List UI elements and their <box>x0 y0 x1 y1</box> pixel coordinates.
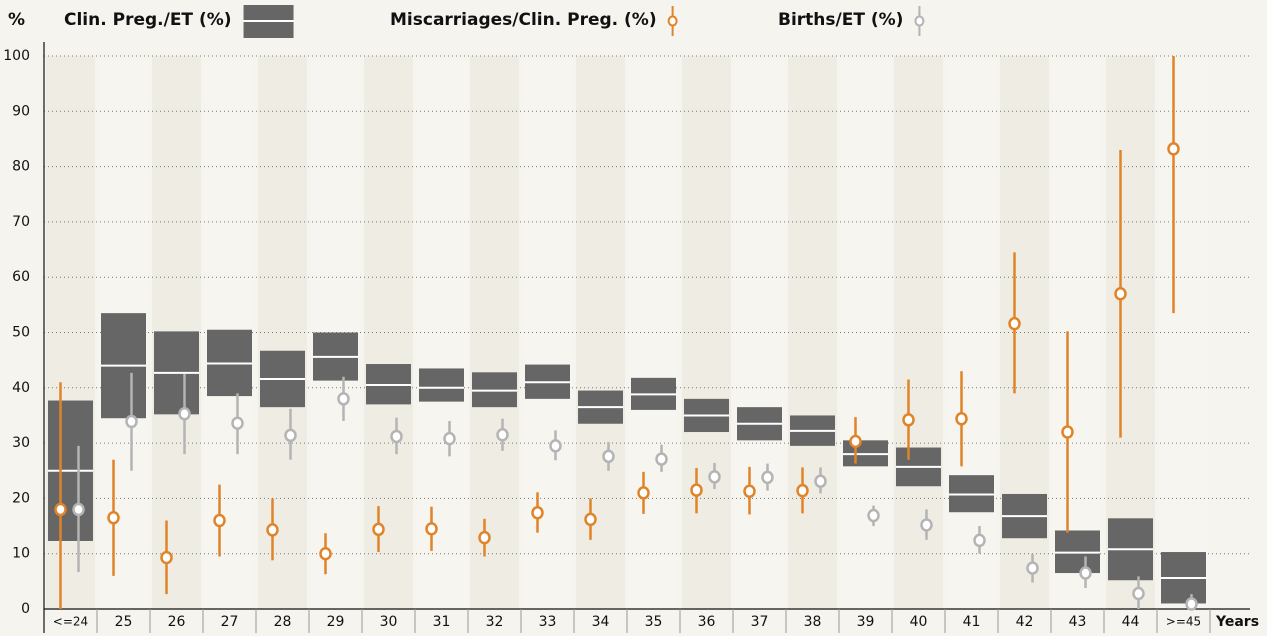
column-band <box>1106 56 1155 609</box>
point <box>425 522 438 536</box>
legend-swatch-point <box>914 15 925 27</box>
point <box>973 533 986 548</box>
point <box>690 483 703 497</box>
x-tick-label: <=24 <box>53 615 88 629</box>
x-tick-label: 33 <box>539 614 557 630</box>
point <box>284 428 297 443</box>
column-band <box>735 56 784 609</box>
point <box>955 412 968 426</box>
point <box>1008 316 1021 331</box>
point <box>814 474 827 489</box>
legend-label: Clin. Preg./ET (%) <box>64 10 232 30</box>
x-tick-label: 44 <box>1122 614 1140 630</box>
legend-label: Births/ET (%) <box>778 10 903 30</box>
point <box>231 416 244 430</box>
y-tick-label: 70 <box>12 214 30 230</box>
y-tick-label: 50 <box>12 325 30 341</box>
x-tick-label: 27 <box>221 614 239 630</box>
point <box>1167 142 1180 156</box>
point <box>602 449 615 464</box>
point <box>849 434 862 449</box>
y-tick-label: 100 <box>3 48 30 64</box>
x-tick-label: 37 <box>751 614 769 630</box>
column-band <box>682 56 731 609</box>
column-band <box>258 56 307 609</box>
x-tick-label: 25 <box>115 614 133 630</box>
point <box>1026 561 1039 575</box>
x-axis-label: Years <box>1215 614 1259 630</box>
ci-box <box>419 368 464 402</box>
x-tick-label: 36 <box>698 614 716 630</box>
point <box>372 522 385 537</box>
x-tick-label: 39 <box>857 614 875 630</box>
y-tick-label: 80 <box>12 159 30 175</box>
point <box>1079 566 1092 580</box>
column-band <box>417 56 466 609</box>
point <box>496 428 509 442</box>
point <box>531 506 544 520</box>
point <box>390 429 403 444</box>
y-tick-label: 90 <box>12 103 30 119</box>
point <box>584 512 597 527</box>
x-tick-label: 29 <box>327 614 345 630</box>
column-band <box>1159 56 1208 609</box>
x-tick-label: 30 <box>380 614 398 630</box>
x-tick-label: 35 <box>645 614 663 630</box>
x-tick-label: 26 <box>168 614 186 630</box>
x-tick-label: 28 <box>274 614 292 630</box>
point <box>761 470 774 485</box>
point <box>743 484 756 498</box>
point <box>319 546 332 561</box>
point <box>1114 287 1127 301</box>
column-band <box>523 56 572 609</box>
x-tick-label: 32 <box>486 614 504 630</box>
point <box>478 530 491 545</box>
x-tick-label: 41 <box>963 614 981 630</box>
point <box>178 407 191 421</box>
point <box>72 502 85 517</box>
point <box>1132 586 1145 601</box>
column-band <box>947 56 996 609</box>
column-band <box>1053 56 1102 609</box>
y-tick-label: 20 <box>12 490 30 506</box>
point <box>266 523 279 537</box>
y-tick-label: 60 <box>12 269 30 285</box>
x-tick-label: 34 <box>592 614 610 630</box>
point <box>796 483 809 498</box>
point <box>54 502 67 517</box>
point <box>125 414 138 429</box>
y-tick-label: 40 <box>12 380 30 396</box>
point <box>1185 597 1198 611</box>
point <box>107 511 120 525</box>
point <box>637 486 650 500</box>
x-tick-label: 31 <box>433 614 451 630</box>
point <box>160 550 173 565</box>
column-band <box>629 56 678 609</box>
point <box>920 518 933 532</box>
point <box>1061 425 1074 439</box>
column-band <box>841 56 890 609</box>
point <box>213 513 226 528</box>
y-tick-label: 30 <box>12 435 30 451</box>
y-axis-label: % <box>8 10 25 30</box>
point <box>443 431 456 446</box>
x-tick-label: 40 <box>910 614 928 630</box>
x-tick-label: 42 <box>1016 614 1034 630</box>
x-tick-label: 38 <box>804 614 822 630</box>
legend-label: Miscarriages/Clin. Preg. (%) <box>390 10 657 30</box>
legend-swatch-point <box>667 15 678 27</box>
point <box>655 452 668 466</box>
y-tick-label: 0 <box>21 601 30 617</box>
point <box>337 392 350 406</box>
point <box>708 470 721 484</box>
y-tick-label: 10 <box>12 546 30 562</box>
point <box>867 508 880 523</box>
x-tick-label: 43 <box>1069 614 1087 630</box>
point <box>549 439 562 453</box>
column-band <box>894 56 943 609</box>
column-band <box>470 56 519 609</box>
point <box>902 413 915 427</box>
x-tick-label: >=45 <box>1166 615 1201 629</box>
